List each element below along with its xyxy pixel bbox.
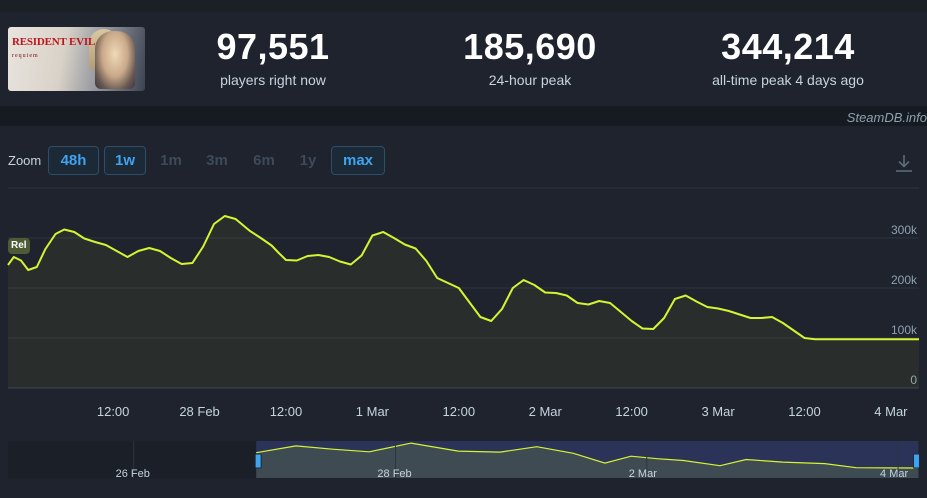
navigator-tick-label: 2 Mar	[629, 468, 657, 480]
x-tick-label: 1 Mar	[356, 404, 390, 419]
thumbnail-subtitle: requiem	[12, 53, 39, 59]
top-strip	[0, 0, 927, 12]
y-tick-label: 0	[910, 373, 917, 387]
navigator-area	[256, 443, 919, 478]
navigator-line	[256, 442, 919, 469]
x-tick-label: 12:00	[443, 404, 476, 419]
zoom-1m-button[interactable]: 1m	[160, 152, 182, 169]
x-tick-label: 12:00	[788, 404, 821, 419]
thumbnail-portrait	[95, 31, 135, 89]
navigator-right-handle[interactable]	[912, 453, 920, 469]
x-tick-label: 3 Mar	[701, 404, 735, 419]
stat-all-time-peak: 344,214 all-time peak 4 days ago	[698, 26, 878, 89]
stat-value: 185,690	[463, 26, 597, 67]
zoom-label: Zoom	[8, 153, 42, 168]
x-tick-label: 12:00	[615, 404, 648, 419]
chart-card: 0 100k 200k 300k 12:00 28 Feb 12:00 1 Mar 12:00 2…	[0, 126, 927, 498]
release-badge[interactable]: Rel	[8, 238, 30, 254]
zoom-max-button[interactable]: max	[331, 146, 385, 175]
y-tick-label: 100k	[891, 323, 918, 337]
zoom-48h-button[interactable]: 48h	[48, 146, 99, 175]
game-thumbnail[interactable]: RESIDENT EVIL requiem	[8, 27, 145, 91]
series-area	[8, 216, 919, 388]
x-tick-label: 12:00	[97, 404, 130, 419]
navigator-selection	[256, 441, 919, 478]
zoom-1w-button[interactable]: 1w	[104, 146, 146, 175]
y-tick-label: 300k	[891, 223, 918, 237]
series-line	[7, 215, 919, 341]
x-tick-label: 2 Mar	[529, 404, 563, 419]
navigator-tick-label: 4 Mar	[880, 468, 908, 480]
navigator-tick-label: 28 Feb	[377, 468, 411, 480]
x-tick-label: 28 Feb	[179, 404, 219, 419]
zoom-6m-button[interactable]: 6m	[253, 152, 275, 169]
stat-24h-peak: 185,690 24-hour peak	[448, 26, 612, 89]
stats-card: RESIDENT EVIL requiem 97,551 players rig…	[0, 12, 927, 106]
x-tick-label: 4 Mar	[874, 404, 908, 419]
x-tick-label: 12:00	[270, 404, 303, 419]
thumbnail-title: RESIDENT EVIL	[12, 36, 96, 48]
steamdb-credit[interactable]: SteamDB.info	[846, 110, 927, 125]
zoom-1y-button[interactable]: 1y	[299, 152, 317, 169]
navigator-tick-label: 26 Feb	[116, 468, 150, 480]
navigator-left-handle[interactable]	[254, 453, 262, 469]
stat-label: all-time peak 4 days ago	[712, 72, 864, 88]
stat-label: players right now	[220, 72, 326, 88]
stat-value: 344,214	[721, 26, 855, 67]
y-tick-label: 200k	[891, 273, 918, 287]
stat-value: 97,551	[216, 26, 330, 67]
zoom-3m-button[interactable]: 3m	[206, 152, 228, 169]
stat-label: 24-hour peak	[488, 72, 572, 88]
stat-players-now: 97,551 players right now	[203, 26, 343, 89]
player-count-chart: 0 100k 200k 300k 12:00 28 Feb 12:00 1 Mar 12:00 2…	[7, 187, 920, 480]
download-icon[interactable]	[893, 152, 915, 174]
